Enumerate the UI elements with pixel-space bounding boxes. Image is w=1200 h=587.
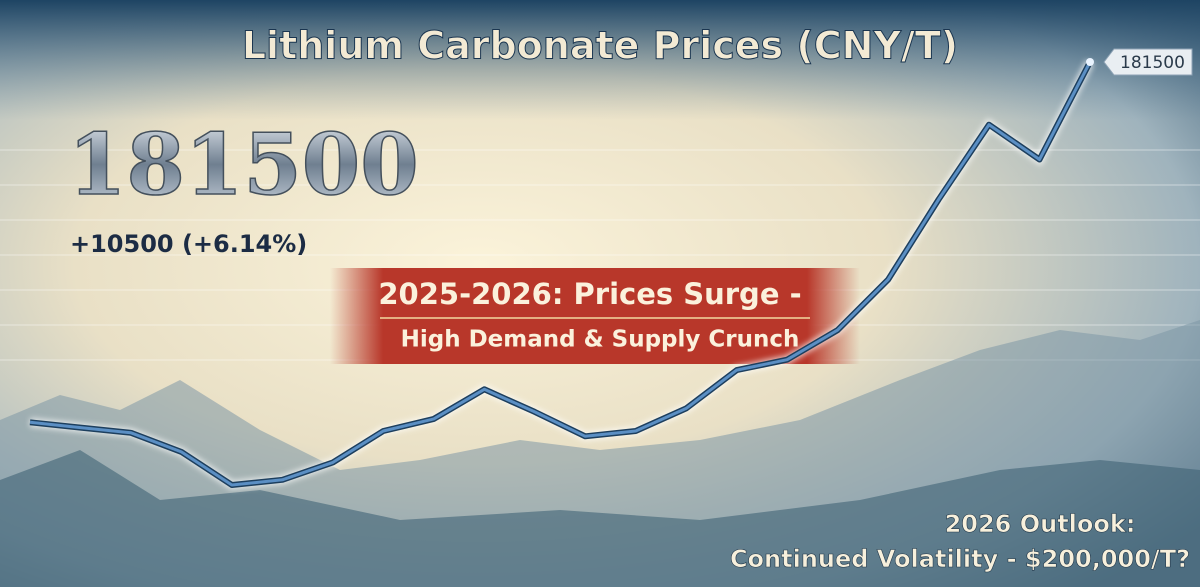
end-label: 181500 bbox=[1120, 53, 1185, 73]
plot: 181500 bbox=[29, 48, 1193, 490]
end-point bbox=[1086, 58, 1094, 66]
header-band bbox=[0, 0, 1200, 120]
price-line bbox=[29, 61, 1092, 487]
headline-value: 181500 bbox=[68, 115, 419, 214]
end-flag bbox=[1103, 48, 1193, 76]
outlook-title: 2026 Outlook: bbox=[945, 510, 1136, 538]
outlook-text: Continued Volatility - $200,000/T? bbox=[730, 545, 1190, 573]
foreground bbox=[0, 450, 1200, 587]
chart-title: Lithium Carbonate Prices (CNY/T) bbox=[242, 24, 958, 68]
annotation-sub: High Demand & Supply Crunch bbox=[401, 327, 800, 353]
annotation-banner bbox=[330, 268, 860, 364]
change-label: +10500 (+6.14%) bbox=[70, 230, 307, 258]
annotation: 2025-2026: Prices Surge - bbox=[378, 277, 801, 311]
